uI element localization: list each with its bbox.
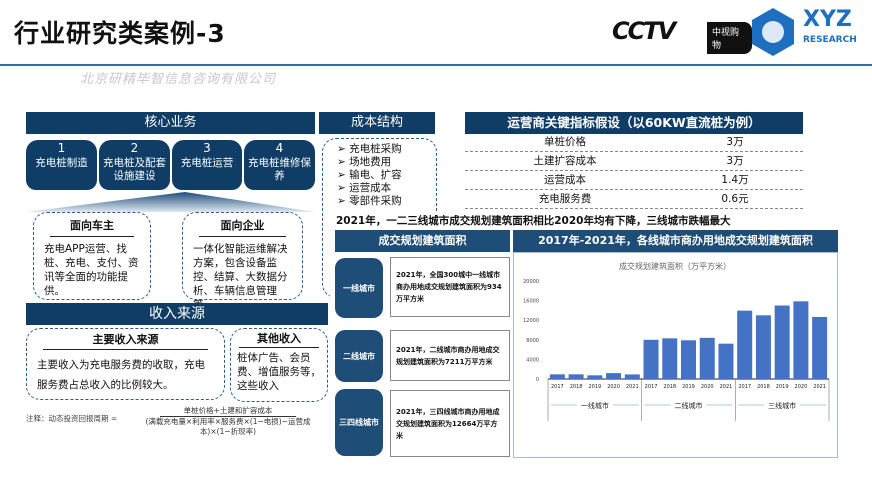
x-tick-label: 2018 [757,384,770,390]
group-label: 一线城市 [581,401,609,410]
core-business-header: 核心业务 [26,112,315,134]
cost-item: ➢ 场地费用 [337,156,392,168]
bar-chart: 成交规划建筑面积（万平方米） 0 4000 8000 12000 16000 20000 2… [523,261,830,421]
bar-一线城市-2020 [606,373,622,379]
x-tick-label: 2020 [607,384,620,390]
x-tick-label: 2021 [626,384,639,390]
kpi-row: 单桩价格 3万 [465,133,803,152]
note-label: 注释：动态投资回报周期 = [26,414,118,423]
x-tick-label: 2021 [813,384,826,390]
city-pill-tier1: 一线城市 [335,258,383,318]
city-pill-tier3: 三四线城市 [335,389,383,456]
group-label-bg [764,399,801,411]
cost-item: ➢ 输电、扩容 [337,169,402,181]
cost-item: ➢ 充电桩采购 [337,143,402,155]
y-tick-label: 0 [536,377,539,383]
income-header: 收入来源 [26,303,328,325]
cctv-logo: CCTV 中视购物 [612,18,752,54]
formula: 单桩价格+土建和扩容成本 (满载充电量×利用率×服务费×(1−电损)−运营成本)×… [145,406,311,436]
chart-title: 成交规划建筑面积（万平方米） [619,261,731,271]
core-tab-4: 4 充电桩维修保养 [244,140,315,190]
x-tick-label: 2018 [663,384,676,390]
page-title: 行业研究类案例-3 [14,19,226,48]
bar-一线城市-2019 [587,375,603,379]
bar-二线城市-2021 [718,343,734,379]
bar-三线城市-2017 [737,310,753,379]
main-income-box: 主要收入来源 主要收入为充电服务费的收取，充电服务费占总收入的比例较大。 [26,328,225,400]
city-desc-tier3: 2021年，三四线城市商办用地成交规划建筑面积为12664万平方米 [390,390,510,457]
bar-三线城市-2020 [793,301,809,379]
cost-structure-header: 成本结构 [319,112,435,134]
watermark: 北京研精毕智信息咨询有限公司 [80,72,277,87]
chart-frame [513,252,838,458]
y-tick-label: 8000 [526,338,539,344]
xyz-logo-text: XYZ [803,7,852,32]
cost-item: ➢ 零部件采购 [337,195,402,207]
y-tick-label: 16000 [523,299,539,305]
x-tick-label: 2020 [701,384,714,390]
x-tick-label: 2017 [551,384,564,390]
bar-三线城市-2021 [812,316,828,379]
group-label: 三线城市 [768,401,796,410]
kpi-row: 运营成本 1.4万 [465,171,803,190]
x-tick-label: 2019 [682,384,695,390]
y-tick-label: 20000 [523,279,539,285]
bar-二线城市-2020 [699,337,715,379]
x-tick-label: 2021 [720,384,733,390]
x-tick-label: 2017 [738,384,751,390]
kpi-row: 土建扩容成本 3万 [465,152,803,171]
x-tick-label: 2020 [795,384,808,390]
city-desc-tier1: 2021年，全国300城中一线城市商办用地成交规划建筑面积为934万平方米 [390,257,510,317]
core-tab-1: 1 充电桩制造 [26,140,97,190]
bar-三线城市-2019 [774,305,790,379]
xyz-logo-sub: RESEARCH [803,35,857,45]
bar-二线城市-2018 [662,338,678,379]
group-label-bg [576,399,613,411]
right-panel-title: 2017年-2021年，各线城市商办用地成交规划建筑面积 [513,230,838,252]
x-tick-label: 2017 [645,384,658,390]
city-desc-tier2: 2021年，二线城市商办用地成交规划建筑面积为7211万平方米 [390,330,510,381]
bar-二线城市-2017 [643,339,659,379]
cost-item: ➢ 运营成本 [337,182,392,194]
y-tick-label: 12000 [523,318,539,324]
bar-一线城市-2017 [549,374,565,379]
bar-一线城市-2018 [568,374,584,379]
left-panel-title: 成交规划建筑面积 [335,230,510,252]
x-tick-label: 2019 [588,384,601,390]
kpi-row: 充电服务费 0.6元 [465,190,803,209]
city-pill-tier2: 二线城市 [335,330,383,382]
group-label-bg [670,399,707,411]
bar-二线城市-2019 [681,340,696,379]
fan-connector [26,192,315,212]
core-tab-3: 3 充电桩运营 [172,140,242,190]
x-tick-label: 2019 [776,384,789,390]
bar-一线城市-2021 [624,374,640,379]
group-label: 二线城市 [675,401,703,410]
owner-box: 面向车主 充电APP运营、找桩、充电、支付、资讯等全面的功能提供。 [33,212,151,300]
overlay-headline: 2021年，一二三线城市成交规划建筑面积相比2020年均有下降，三线城市跌幅最大 [336,215,731,227]
header-divider [0,64,872,66]
globe-logo-icon [752,8,794,56]
kpi-header: 运营商关键指标假设（以60KW直流桩为例） [465,112,803,134]
bar-三线城市-2018 [755,315,771,379]
other-income-box: 其他收入 桩体广告、会员费、增值服务等，这些收入 [230,328,328,402]
y-tick-label: 4000 [526,357,539,363]
x-tick-label: 2018 [570,384,583,390]
core-tab-2: 2 充电桩及配套设施建设 [99,140,170,190]
